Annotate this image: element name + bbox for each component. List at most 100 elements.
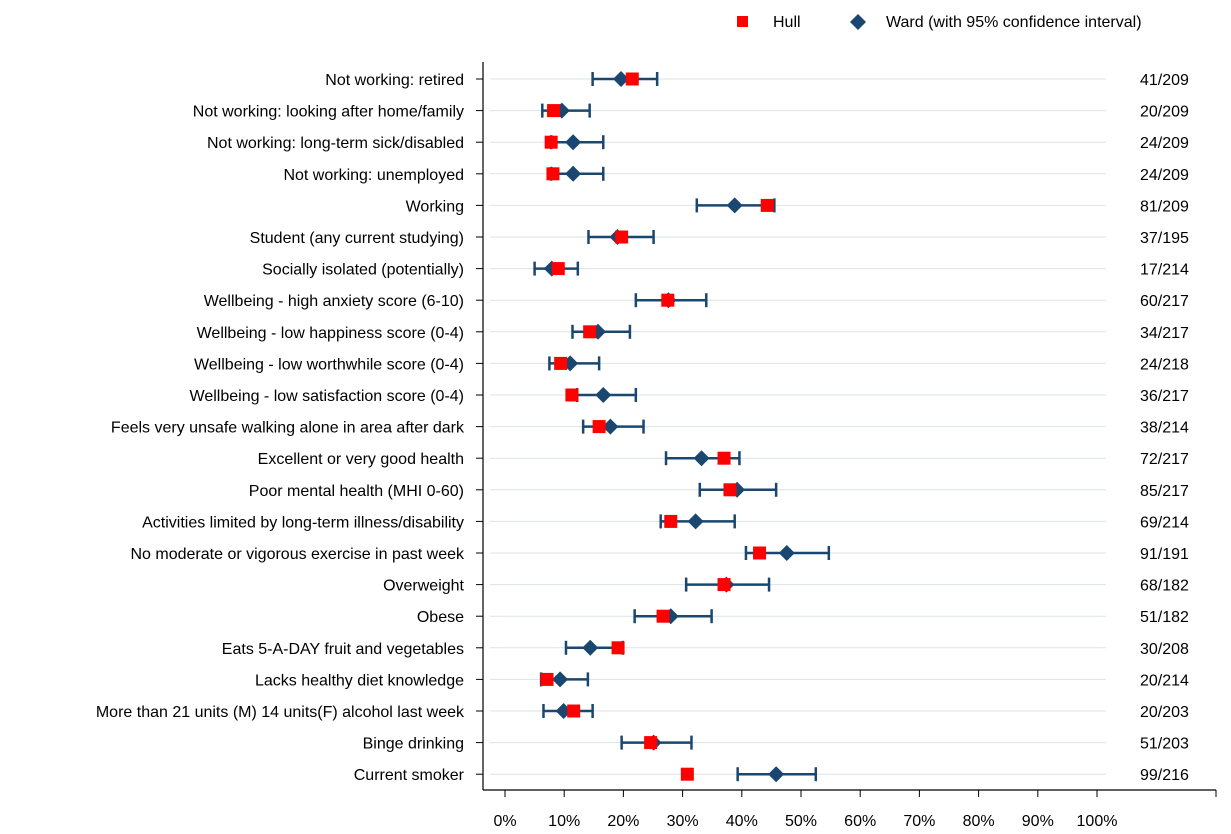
legend-hull-label: Hull <box>773 14 801 31</box>
count-label: 24/209 <box>1140 135 1189 152</box>
category-label: Activities limited by long-term illness/… <box>142 514 464 531</box>
count-label: 68/182 <box>1140 578 1189 595</box>
count-label: 17/214 <box>1140 262 1189 279</box>
hull-point <box>551 262 565 276</box>
category-label: Not working: unemployed <box>283 167 464 184</box>
hull-point <box>644 736 658 750</box>
category-label: Student (any current studying) <box>250 230 464 247</box>
hull-point <box>583 325 597 339</box>
category-label: Feels very unsafe walking alone in area … <box>111 420 465 437</box>
ward-point <box>768 766 785 783</box>
ward-point <box>595 387 612 403</box>
hull-point <box>540 672 554 686</box>
ward-point <box>687 513 704 530</box>
category-label: Lacks healthy diet knowledge <box>255 672 464 689</box>
category-label: Binge drinking <box>363 736 464 753</box>
count-label: 85/217 <box>1140 483 1189 500</box>
category-label: Not working: long-term sick/disabled <box>207 135 464 152</box>
ward-point <box>693 450 710 467</box>
count-label: 72/217 <box>1140 451 1189 468</box>
count-label: 30/208 <box>1140 641 1189 658</box>
category-label: Overweight <box>383 578 464 595</box>
count-label: 91/191 <box>1140 546 1189 563</box>
x-tick-label: 10% <box>548 813 580 830</box>
category-label: Obese <box>417 609 464 626</box>
category-label: Wellbeing - high anxiety score (6-10) <box>204 293 464 310</box>
hull-point <box>565 388 579 402</box>
count-label: 20/209 <box>1140 104 1189 121</box>
legend-hull-marker <box>737 16 748 27</box>
ward-point <box>552 671 569 688</box>
hull-point <box>680 767 694 781</box>
x-tick-label: 90% <box>1022 813 1054 830</box>
hull-point <box>546 167 560 181</box>
hull-point <box>717 451 731 465</box>
category-label: Wellbeing - low worthwhile score (0-4) <box>194 356 464 373</box>
count-label: 51/182 <box>1140 609 1189 626</box>
x-tick-label: 20% <box>607 813 639 830</box>
ward-point <box>565 165 582 182</box>
count-label: 41/209 <box>1140 72 1189 89</box>
category-label: Excellent or very good health <box>258 451 464 468</box>
ward-point <box>565 134 582 151</box>
count-label: 24/209 <box>1140 167 1189 184</box>
ward-point <box>613 71 630 87</box>
legend-ward-label: Ward (with 95% confidence interval) <box>886 14 1142 31</box>
category-label: No moderate or vigorous exercise in past… <box>131 546 465 563</box>
count-label: 20/214 <box>1140 672 1189 689</box>
count-label: 24/218 <box>1140 356 1189 373</box>
data-rows: Not working: retired 41/209 Not working: l… <box>96 71 1189 784</box>
category-label: Socially isolated (potentially) <box>262 262 464 279</box>
category-label: Working <box>406 198 464 215</box>
count-label: 60/217 <box>1140 293 1189 310</box>
x-tick-label: 0% <box>493 813 516 830</box>
category-label: Not working: looking after home/family <box>193 104 464 121</box>
x-tick-label: 30% <box>667 813 699 830</box>
category-label: Wellbeing - low satisfaction score (0-4) <box>190 388 464 405</box>
hull-point <box>611 641 625 655</box>
count-label: 20/203 <box>1140 704 1189 721</box>
x-tick-label: 50% <box>785 813 817 830</box>
axes <box>482 62 1216 791</box>
ward-point <box>602 418 619 435</box>
hull-point <box>547 104 561 118</box>
hull-point <box>664 514 678 528</box>
ward-point <box>726 197 743 214</box>
hull-point <box>554 356 568 370</box>
ward-point <box>582 639 599 656</box>
hull-point <box>753 546 767 560</box>
legend-ward-marker <box>850 14 866 30</box>
x-tick-label: 100% <box>1077 813 1118 830</box>
count-label: 36/217 <box>1140 388 1189 405</box>
count-label: 34/217 <box>1140 325 1189 342</box>
x-tick-label: 40% <box>726 813 758 830</box>
ward-point <box>778 545 795 561</box>
count-label: 51/203 <box>1140 736 1189 753</box>
hull-point <box>592 420 606 434</box>
category-label: Eats 5-A-DAY fruit and vegetables <box>222 641 464 658</box>
hull-point <box>656 609 670 623</box>
hull-point <box>625 72 639 86</box>
category-label: Wellbeing - low happiness score (0-4) <box>197 325 464 342</box>
x-axis-ticks: 0% 10% 20% 30% 40% 50% 60% 70% 80% 90% 100% <box>493 790 1217 830</box>
x-tick-label: 60% <box>844 813 876 830</box>
x-tick-label: 80% <box>963 813 995 830</box>
hull-point <box>567 704 581 718</box>
count-label: 69/214 <box>1140 514 1189 531</box>
hull-point <box>615 230 629 244</box>
count-label: 38/214 <box>1140 420 1189 437</box>
count-label: 37/195 <box>1140 230 1189 247</box>
hull-point <box>723 483 737 497</box>
category-label: More than 21 units (M) 14 units(F) alcoh… <box>96 704 465 721</box>
count-label: 81/209 <box>1140 198 1189 215</box>
category-label: Poor mental health (MHI 0-60) <box>249 483 464 500</box>
hull-point <box>661 293 675 307</box>
x-tick-label: 70% <box>903 813 935 830</box>
legend: Hull Ward (with 95% confidence interval) <box>737 14 1142 31</box>
category-label: Current smoker <box>354 767 465 784</box>
hull-point <box>717 578 731 592</box>
hull-point <box>760 198 774 212</box>
hull-point <box>544 135 558 149</box>
category-label: Not working: retired <box>325 72 464 89</box>
